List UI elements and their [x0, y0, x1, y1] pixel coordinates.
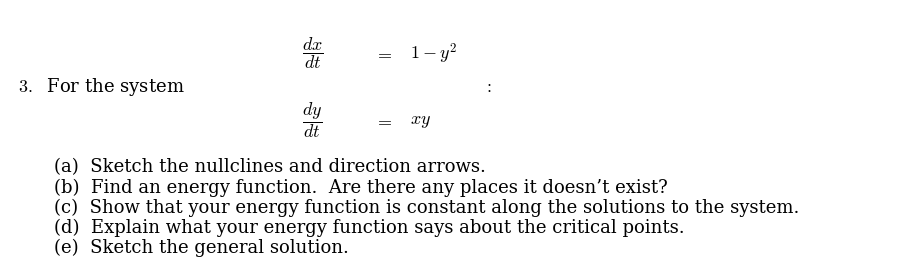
Text: $1 - y^2$: $1 - y^2$ [410, 41, 457, 66]
Text: $=$: $=$ [374, 111, 392, 130]
Text: $=$: $=$ [374, 44, 392, 63]
Text: $\dfrac{dy}{dt}$: $\dfrac{dy}{dt}$ [302, 101, 322, 140]
Text: (a)  Sketch the nullclines and direction arrows.: (a) Sketch the nullclines and direction … [54, 158, 486, 177]
Text: $\dfrac{dx}{dt}$: $\dfrac{dx}{dt}$ [302, 36, 324, 71]
Text: (e)  Sketch the general solution.: (e) Sketch the general solution. [54, 239, 349, 257]
Text: (d)  Explain what your energy function says about the critical points.: (d) Explain what your energy function sa… [54, 219, 685, 237]
Text: $3.$  For the system: $3.$ For the system [18, 76, 185, 98]
Text: $:$: $:$ [483, 78, 492, 96]
Text: (c)  Show that your energy function is constant along the solutions to the syste: (c) Show that your energy function is co… [54, 199, 799, 217]
Text: $xy$: $xy$ [410, 111, 431, 130]
Text: (b)  Find an energy function.  Are there any places it doesn’t exist?: (b) Find an energy function. Are there a… [54, 178, 667, 197]
